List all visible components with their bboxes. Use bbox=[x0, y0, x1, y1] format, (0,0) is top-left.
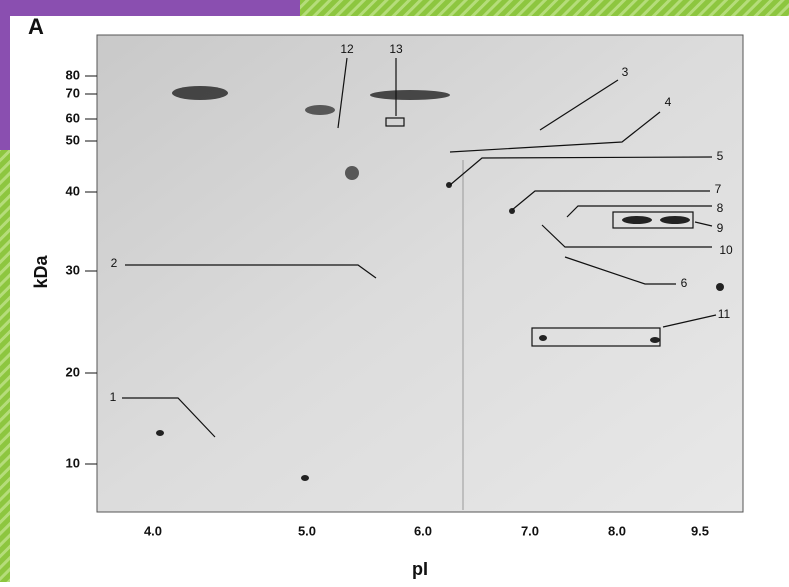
leader-line bbox=[564, 256, 676, 285]
leader-line bbox=[566, 205, 712, 218]
spot-label: 6 bbox=[681, 276, 688, 290]
y-tick-label: 30 bbox=[66, 262, 80, 277]
spot-label: 8 bbox=[717, 201, 724, 215]
gel-spots bbox=[156, 86, 724, 481]
spot-box bbox=[385, 117, 405, 127]
y-tick-label: 10 bbox=[66, 455, 80, 470]
y-tick-label: 40 bbox=[66, 183, 80, 198]
x-tick-label: 7.0 bbox=[521, 523, 539, 538]
gel-image bbox=[96, 34, 744, 513]
x-tick-label: 6.0 bbox=[414, 523, 432, 538]
leader-line bbox=[125, 264, 377, 279]
spot-label: 13 bbox=[389, 42, 403, 56]
spot-box bbox=[531, 327, 661, 347]
leader-line bbox=[337, 57, 348, 129]
x-tick-label: 5.0 bbox=[298, 523, 316, 538]
leader-line bbox=[662, 314, 717, 328]
annotations bbox=[385, 117, 694, 347]
spot-box bbox=[612, 211, 694, 229]
leader-line bbox=[511, 190, 710, 211]
y-axis: 80 70 60 50 40 30 20 10 bbox=[66, 67, 97, 470]
y-axis-label: kDa bbox=[31, 255, 51, 289]
spot-label: 9 bbox=[717, 221, 724, 235]
leader-line bbox=[122, 397, 216, 438]
x-tick-label: 9.5 bbox=[691, 523, 709, 538]
panel-label: A bbox=[28, 14, 44, 39]
x-axis: 4.0 5.0 6.0 7.0 8.0 9.5 bbox=[144, 523, 709, 538]
leader-line bbox=[539, 79, 619, 131]
spot-label: 2 bbox=[111, 256, 118, 270]
y-tick-label: 20 bbox=[66, 364, 80, 379]
spot-label: 4 bbox=[665, 95, 672, 109]
x-axis-label: pI bbox=[412, 559, 428, 579]
spot-label: 12 bbox=[340, 42, 354, 56]
spot-label: 5 bbox=[717, 149, 724, 163]
x-tick-label: 4.0 bbox=[144, 523, 162, 538]
y-tick-label: 80 bbox=[66, 67, 80, 82]
spot-label: 10 bbox=[719, 243, 733, 257]
x-tick-label: 8.0 bbox=[608, 523, 626, 538]
spot-label: 1 bbox=[110, 390, 117, 404]
y-tick-label: 60 bbox=[66, 110, 80, 125]
leader-line bbox=[449, 111, 661, 153]
spot-label: 7 bbox=[715, 182, 722, 196]
spot-label: 3 bbox=[622, 65, 629, 79]
spot-label: 11 bbox=[718, 307, 731, 321]
leader-line bbox=[541, 224, 712, 248]
y-tick-label: 70 bbox=[66, 85, 80, 100]
y-tick-label: 50 bbox=[66, 132, 80, 147]
leader-line bbox=[449, 156, 713, 186]
leader-line bbox=[694, 221, 713, 227]
